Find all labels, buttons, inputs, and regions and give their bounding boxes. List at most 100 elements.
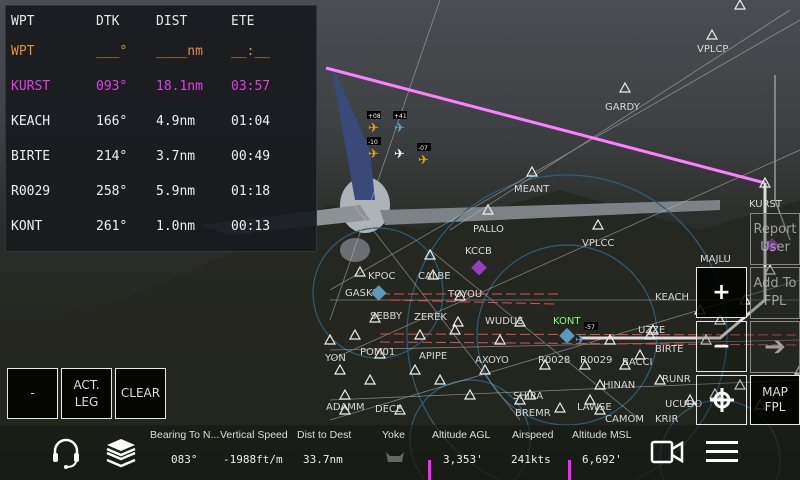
waypoint-label[interactable]: CAMOM <box>605 414 644 425</box>
waypoint-shira-icon[interactable] <box>523 388 537 400</box>
flight-plan-row[interactable]: KONT 261° 1.0nm 00:13 <box>11 219 311 239</box>
waypoint-wudus-icon[interactable] <box>513 315 527 327</box>
waypoint-label[interactable]: AXOYO <box>475 355 509 366</box>
waypoint-r0029-icon[interactable] <box>578 358 592 370</box>
traffic-aircraft-icon[interactable]: ✈ <box>394 147 405 162</box>
waypoint-label[interactable]: KONT <box>553 316 581 327</box>
waypoint-label[interactable]: ZEREK <box>414 312 447 323</box>
waypoint-label[interactable]: KEACH <box>655 292 689 303</box>
waypoint-icon[interactable] <box>463 388 477 400</box>
waypoint-label[interactable]: SHIRA <box>513 391 543 402</box>
waypoint-icon[interactable] <box>348 328 362 340</box>
flight-plan-row[interactable]: BIRTE 214° 3.7nm 00:49 <box>11 149 311 169</box>
waypoint-yon-icon[interactable] <box>333 363 347 375</box>
waypoint-label[interactable]: ADAMM <box>326 402 364 413</box>
zoom-out-button[interactable]: − <box>696 321 747 372</box>
traffic-aircraft-icon[interactable]: ✈ <box>368 121 379 136</box>
waypoint-pom01-icon[interactable] <box>373 347 387 359</box>
waypoint-majlu-icon[interactable] <box>763 263 777 275</box>
waypoint-icon[interactable] <box>733 0 747 10</box>
flight-plan-active-row[interactable]: KURST 093° 18.1nm 03:57 <box>11 79 311 99</box>
waypoint-label[interactable]: GARDY <box>605 102 641 113</box>
waypoint-toyou-icon[interactable] <box>453 289 467 301</box>
waypoint-icon[interactable] <box>793 363 800 375</box>
waypoint-icon[interactable] <box>603 333 617 345</box>
ndb-icon[interactable] <box>764 237 780 253</box>
waypoint-icon[interactable] <box>423 248 437 260</box>
waypoint-dece-icon[interactable] <box>393 403 407 415</box>
waypoint-label[interactable]: RUNR <box>662 374 691 385</box>
waypoint-label[interactable]: CALBE <box>418 271 451 282</box>
waypoint-label[interactable]: MEANT <box>514 184 550 195</box>
vor-gaski-icon[interactable] <box>370 285 387 301</box>
waypoint-label[interactable]: SEBBY <box>370 311 403 322</box>
waypoint-icon[interactable] <box>513 393 527 405</box>
waypoint-r0028-icon[interactable] <box>538 358 552 370</box>
waypoint-label[interactable]: VPLCP <box>697 44 728 55</box>
waypoint-hinan-icon[interactable] <box>593 378 607 390</box>
waypoint-bremr-icon[interactable] <box>553 401 567 413</box>
waypoint-icon[interactable] <box>323 333 337 345</box>
waypoint-icon[interactable] <box>338 388 352 400</box>
waypoint-label[interactable]: TOYOU <box>447 289 482 300</box>
waypoint-apipe-icon[interactable] <box>408 363 422 375</box>
traffic-aircraft-icon[interactable]: ✈ <box>394 121 405 136</box>
waypoint-vplcc-icon[interactable] <box>591 218 605 230</box>
active-leg-button[interactable]: ACT. LEG <box>61 368 112 419</box>
waypoint-label[interactable]: KURST <box>749 199 783 210</box>
waypoint-label[interactable]: KPOC <box>368 271 395 282</box>
waypoint-label[interactable]: LAWSE <box>577 402 612 413</box>
flight-plan-row[interactable]: R0029 258° 5.9nm 01:18 <box>11 184 311 204</box>
headset-icon[interactable] <box>50 437 82 469</box>
waypoint-axoyo-icon[interactable] <box>478 363 492 375</box>
waypoint-birte-icon[interactable] <box>699 333 713 345</box>
map-fpl-button[interactable]: MAP FPL <box>750 375 800 425</box>
waypoint-icon[interactable] <box>653 373 667 385</box>
menu-icon[interactable] <box>706 440 738 464</box>
waypoint-ucudo-icon[interactable] <box>683 393 697 405</box>
traffic-aircraft-icon[interactable]: ✈ <box>575 333 586 348</box>
waypoint-label[interactable]: GASKI <box>345 288 375 299</box>
waypoint-meant-icon[interactable] <box>525 165 539 177</box>
waypoint-zerek-icon[interactable] <box>451 315 465 327</box>
zoom-in-button[interactable]: + <box>696 267 747 318</box>
waypoint-label[interactable]: KCCB <box>465 246 492 257</box>
waypoint-icon[interactable] <box>448 323 462 335</box>
waypoint-label[interactable]: KRIR <box>655 414 678 425</box>
direct-to-button[interactable]: ➔ <box>750 321 800 373</box>
waypoint-label[interactable]: APIPE <box>419 351 447 362</box>
center-on-aircraft-button[interactable] <box>696 375 747 425</box>
waypoint-bacci-icon[interactable] <box>618 358 632 370</box>
waypoint-label[interactable]: R0029 <box>580 355 612 366</box>
ndb-kccb-icon[interactable] <box>471 259 487 276</box>
waypoint-label[interactable]: DECE <box>375 404 402 415</box>
waypoint-label[interactable]: YON <box>324 353 346 364</box>
waypoint-label[interactable]: UCUDO <box>665 399 702 410</box>
traffic-aircraft-icon[interactable]: ✈ <box>418 153 429 168</box>
camera-icon[interactable] <box>650 440 684 464</box>
waypoint-label[interactable]: BACCI <box>622 357 652 368</box>
waypoint-label[interactable]: VPLCC <box>582 238 614 249</box>
vor-kont-icon[interactable] <box>559 327 575 344</box>
traffic-aircraft-icon[interactable]: ✈ <box>368 147 379 162</box>
waypoint-kurst-icon[interactable] <box>758 176 772 188</box>
waypoint-icon[interactable] <box>633 348 647 360</box>
waypoint-icon[interactable] <box>433 373 447 385</box>
waypoint-adamm-icon[interactable] <box>338 403 352 415</box>
dash-button[interactable]: - <box>7 368 58 419</box>
waypoint-uzze-icon[interactable] <box>646 323 660 335</box>
waypoint-label[interactable]: BIRTE <box>655 344 683 355</box>
waypoint-label[interactable]: BREMR <box>515 408 551 419</box>
waypoint-sebby-icon[interactable] <box>368 311 382 323</box>
waypoint-label[interactable]: PALLO <box>473 224 504 235</box>
waypoint-label[interactable]: POM01 <box>360 347 395 358</box>
flight-plan-next-row[interactable]: WPT ___° ____nm __:__ <box>11 44 311 64</box>
waypoint-pallo-icon[interactable] <box>481 203 495 215</box>
waypoint-label[interactable]: HINAN <box>603 380 635 391</box>
waypoint-icon[interactable] <box>493 333 507 345</box>
waypoint-gardy-icon[interactable] <box>618 81 632 93</box>
clear-button[interactable]: CLEAR <box>115 368 166 419</box>
add-to-fpl-button[interactable]: Add To FPL <box>750 267 800 319</box>
report-user-button[interactable]: Report User <box>750 213 800 265</box>
